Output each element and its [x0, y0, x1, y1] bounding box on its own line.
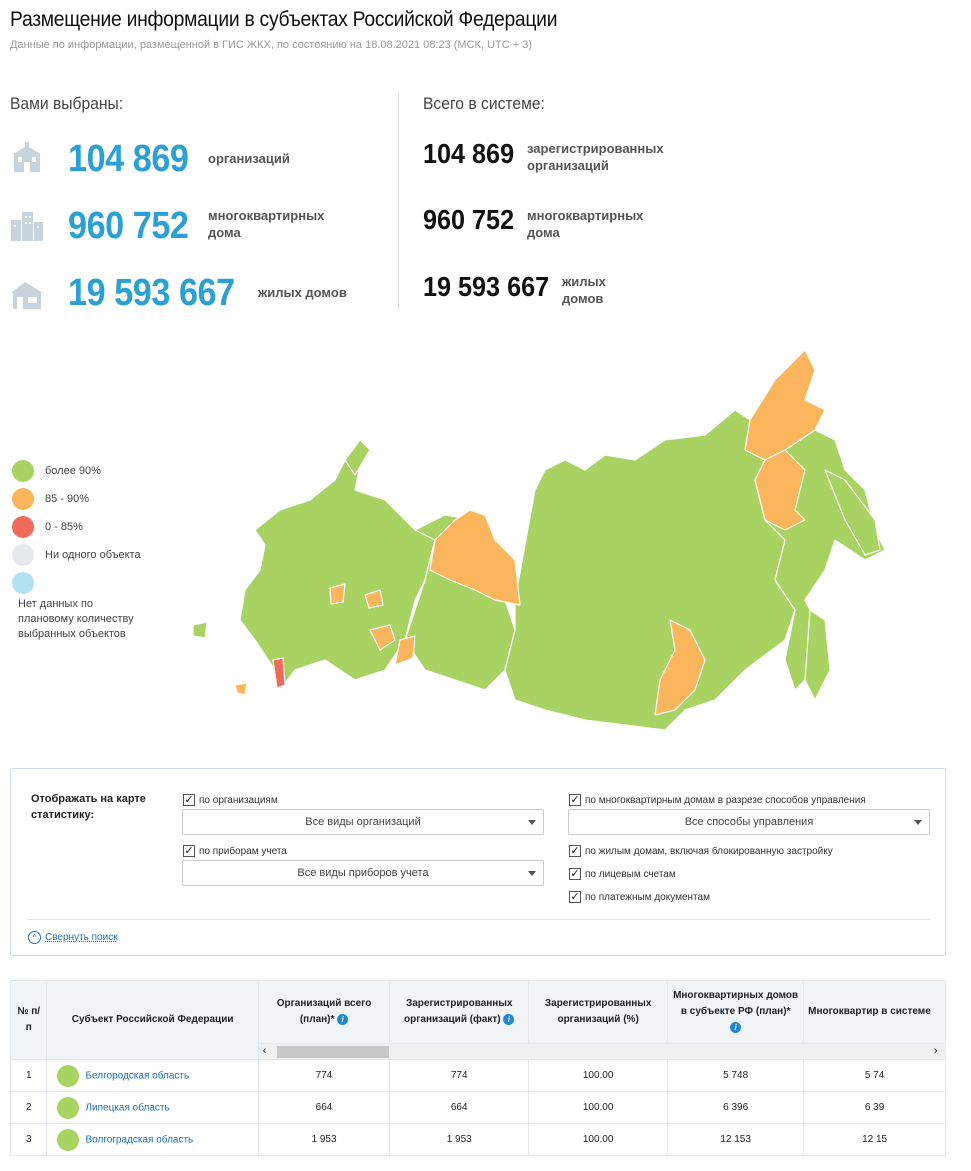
filter-title: Отображать на карте статистику: [31, 793, 146, 821]
divider [398, 94, 399, 310]
map-filter-panel: Отображать на карте статистику: ✓ по орга… [10, 768, 946, 956]
selected-orgs-count: 104 869 [68, 138, 189, 180]
total-mkd-label: многоквартирных дома [527, 208, 644, 240]
map-region-kamchatka [824, 469, 881, 556]
organization-building-icon [13, 142, 41, 172]
map-region-magadan [754, 449, 806, 531]
legend-item-0-85: 0 - 85% [12, 516, 83, 538]
total-heading: Всего в системе: [423, 94, 545, 113]
chevron-up-icon: ^ [28, 931, 41, 944]
total-orgs-label: зарегистрированных организаций [527, 141, 664, 173]
col-mkd-plan: Многоквартирных домов в субъекте РФ (пла… [667, 980, 805, 1044]
selected-houses-label: жилых домов [258, 285, 347, 300]
legend-item-85-90: 85 - 90% [12, 488, 89, 510]
meter-type-select[interactable]: Все виды приборов учета [182, 860, 544, 886]
table-row: 1 Белгородская область 774 774 100.00 5 748 5 … [10, 1059, 946, 1092]
map-region-center-b [364, 589, 384, 609]
map-region-novaya-zemlya [344, 439, 371, 476]
selected-mkd-label: многоквартирных дома [208, 208, 325, 240]
checkbox-by-meters[interactable]: ✓ по приборам учета [183, 845, 287, 857]
region-link[interactable]: Волгоградская область [85, 1134, 194, 1146]
total-houses-label: жилых домов [562, 274, 606, 306]
col-orgs-plan: Организаций всего (план)* i [257, 980, 391, 1044]
status-dot [57, 1064, 80, 1087]
table-row: 2 Липецкая область 664 664 100.00 6 396 6 39 [10, 1091, 946, 1124]
map-region-orenburg [394, 635, 416, 666]
regions-table: № п/п Субъект Российской Федерации Орган… [10, 980, 946, 1156]
checkbox-by-payments[interactable]: ✓ по платежным документам [569, 891, 710, 903]
legend-item-above-90: более 90% [12, 460, 101, 482]
status-dot [57, 1128, 80, 1151]
map-region-siberia [504, 409, 796, 731]
selected-houses-count: 19 593 667 [68, 272, 235, 314]
map-region-volga [369, 624, 396, 651]
chevron-down-icon [914, 820, 922, 825]
divider [27, 919, 930, 920]
management-select[interactable]: Все способы управления [568, 809, 930, 835]
total-houses-count: 19 593 667 [423, 271, 550, 302]
org-type-select[interactable]: Все виды организаций [182, 809, 544, 835]
status-dot [57, 1096, 80, 1119]
scrollbar-thumb [276, 1046, 389, 1058]
map-region-caucasus [234, 682, 248, 696]
map-region-red [272, 657, 286, 689]
total-orgs-count: 104 869 [423, 138, 515, 169]
chevron-down-icon [528, 820, 536, 825]
legend-item-no-objects: Ни одного объекта [12, 544, 141, 566]
russia-map[interactable] [185, 340, 895, 740]
info-icon: i [337, 1013, 349, 1025]
info-icon: i [503, 1013, 515, 1025]
col-orgs-fact: Зарегистрированных организаций (факт) i [389, 980, 530, 1044]
checkbox-by-mkd[interactable]: ✓ по многоквартирным домам в разрезе спос… [569, 794, 866, 806]
map-region-irkutsk [654, 619, 706, 716]
region-link[interactable]: Липецкая область [85, 1102, 170, 1114]
selected-orgs-label: организаций [208, 151, 290, 166]
info-icon: i [730, 1021, 742, 1033]
page-subtitle: Данные по информации, размещенной в ГИС … [10, 39, 532, 51]
selected-mkd-count: 960 752 [68, 205, 189, 247]
checkbox-by-accounts[interactable]: ✓ по лицевым счетам [569, 868, 676, 880]
map-region-crimea [192, 621, 208, 639]
checkbox-by-orgs[interactable]: ✓ по организациям [183, 794, 278, 806]
collapse-search-link[interactable]: ^ Свернуть поиск [28, 931, 118, 944]
apartment-buildings-icon [11, 212, 43, 241]
legend-item-no-data: Нет данных по плановому количеству выбра… [12, 572, 148, 642]
region-link[interactable]: Белгородская область [85, 1070, 190, 1082]
map-region-chukotka [744, 349, 826, 461]
col-mkd-system: Многоквартир в системе [803, 980, 946, 1044]
selected-heading: Вами выбраны: [10, 94, 124, 113]
page-title: Размещение информации в субъектах Россий… [10, 8, 558, 31]
col-number: № п/п [10, 980, 48, 1060]
chevron-down-icon [528, 871, 536, 876]
col-orgs-percent: Зарегистрированных организаций (%) [528, 980, 669, 1044]
regions-table-wrap: № п/п Субъект Российской Федерации Орган… [10, 980, 946, 1160]
total-mkd-count: 960 752 [423, 204, 515, 235]
map-region-center-a [329, 583, 346, 605]
map-region-yamal [429, 509, 521, 606]
checkbox-by-houses[interactable]: ✓ по жилым домам, включая блокированную з… [569, 845, 833, 857]
horizontal-scrollbar[interactable]: ‹ › [258, 1043, 946, 1060]
col-region: Субъект Российской Федерации [46, 980, 259, 1060]
house-icon [11, 282, 43, 309]
map-region-sakhalin [804, 609, 831, 701]
table-row: 3 Волгоградская область 1 953 1 953 100.00 12… [10, 1123, 946, 1156]
